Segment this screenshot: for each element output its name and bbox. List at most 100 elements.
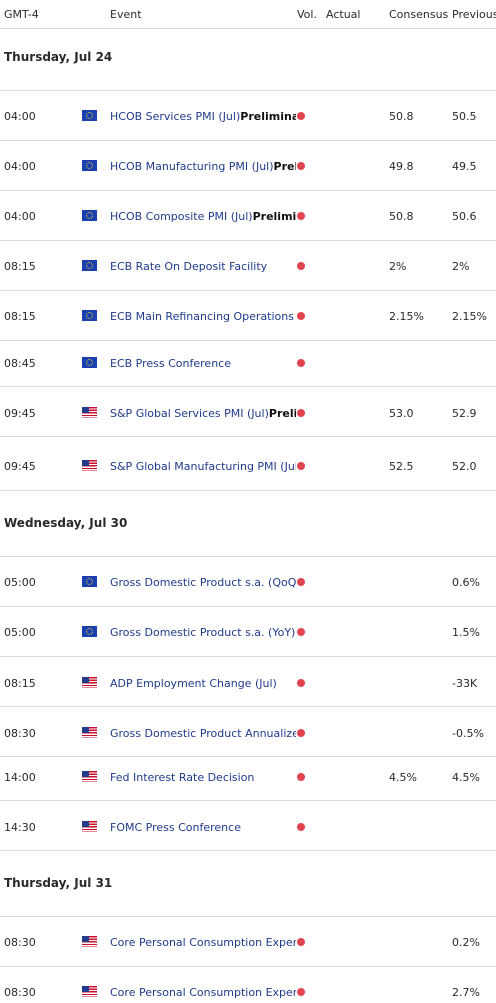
row-divider (0, 386, 496, 387)
event-time: 14:30 (4, 821, 36, 834)
consensus-column-header: Consensus (389, 8, 449, 21)
table-row[interactable]: 05:00 Gross Domestic Product s.a. (YoY) (… (0, 623, 496, 643)
row-divider (0, 556, 496, 557)
timezone-selector[interactable]: GMT-4 (4, 8, 39, 21)
event-name-text: ADP Employment Change (Jul) (110, 677, 277, 690)
table-row[interactable]: 04:00 HCOB Manufacturing PMI (Jul)Prelim 4… (0, 157, 496, 177)
row-divider (0, 706, 496, 707)
event-name-link[interactable]: HCOB Services PMI (Jul)Preliminar (110, 110, 296, 123)
consensus-value: 50.8 (389, 110, 414, 123)
row-divider (0, 606, 496, 607)
event-name-link[interactable]: ADP Employment Change (Jul) (110, 677, 296, 690)
previous-value: 49.5 (452, 160, 477, 173)
event-time: 05:00 (4, 576, 36, 589)
event-name-link[interactable]: HCOB Manufacturing PMI (Jul)Prelim (110, 160, 296, 173)
event-name-link[interactable]: Gross Domestic Product Annualized (110, 727, 296, 740)
consensus-value: 49.8 (389, 160, 414, 173)
day-label: Thursday, Jul 31 (4, 876, 113, 890)
event-name-link[interactable]: HCOB Composite PMI (Jul)Preliminar (110, 210, 296, 223)
eu-flag-icon (82, 160, 97, 171)
eu-flag-icon (82, 310, 97, 321)
event-time: 05:00 (4, 626, 36, 639)
table-row[interactable]: 08:30 Core Personal Consumption Expendi 0.… (0, 933, 496, 953)
previous-value: 1.5% (452, 626, 480, 639)
high-volatility-dot-icon (297, 679, 305, 687)
previous-value: 2.15% (452, 310, 487, 323)
previous-value: 0.2% (452, 936, 480, 949)
event-name-link[interactable]: Fed Interest Rate Decision (110, 771, 296, 784)
us-flag-icon (82, 771, 97, 782)
table-row[interactable]: 08:15 ECB Rate On Deposit Facility 2% 2% (0, 257, 496, 277)
consensus-value: 2% (389, 260, 407, 273)
event-time: 08:15 (4, 310, 36, 323)
event-name-text: S&P Global Services PMI (Jul) (110, 407, 269, 420)
consensus-value: 52.5 (389, 460, 414, 473)
us-flag-icon (82, 986, 97, 997)
event-time: 08:15 (4, 677, 36, 690)
event-name-text: ECB Main Refinancing Operations Ra (110, 310, 296, 323)
table-row[interactable]: 04:00 HCOB Composite PMI (Jul)Preliminar 5… (0, 207, 496, 227)
event-name-link[interactable]: Gross Domestic Product s.a. (YoY) (Q (110, 626, 296, 639)
event-name-link[interactable]: Core Personal Consumption Expendi (110, 936, 296, 949)
event-name-link[interactable]: ECB Press Conference (110, 357, 296, 370)
row-divider (0, 490, 496, 491)
us-flag-icon (82, 677, 97, 688)
previous-value: 4.5% (452, 771, 480, 784)
event-name-link[interactable]: S&P Global Manufacturing PMI (Jul)P (110, 460, 296, 473)
row-divider (0, 966, 496, 967)
event-name-text: HCOB Manufacturing PMI (Jul) (110, 160, 274, 173)
event-time: 08:30 (4, 986, 36, 999)
event-name-text: Core Personal Consumption Expendi (110, 936, 296, 949)
row-divider (0, 240, 496, 241)
high-volatility-dot-icon (297, 938, 305, 946)
table-row[interactable]: 14:30 FOMC Press Conference (0, 818, 496, 838)
table-row[interactable]: 14:00 Fed Interest Rate Decision 4.5% 4.5% (0, 768, 496, 788)
event-name-emphasis: Preliminar (252, 210, 296, 223)
previous-value: 2.7% (452, 986, 480, 999)
eu-flag-icon (82, 357, 97, 368)
event-name-link[interactable]: Gross Domestic Product s.a. (QoQ) ( (110, 576, 296, 589)
table-row[interactable]: 08:30 Core Personal Consumption Expendi 2.… (0, 983, 496, 1003)
high-volatility-dot-icon (297, 212, 305, 220)
event-name-link[interactable]: ECB Rate On Deposit Facility (110, 260, 296, 273)
table-row[interactable]: 08:30 Gross Domestic Product Annualized -0… (0, 724, 496, 744)
day-label: Thursday, Jul 24 (4, 50, 113, 64)
table-row[interactable]: 08:15 ECB Main Refinancing Operations Ra 2… (0, 307, 496, 327)
us-flag-icon (82, 460, 97, 471)
event-name-text: Gross Domestic Product s.a. (QoQ) ( (110, 576, 296, 589)
event-name-emphasis: Preliminar (240, 110, 296, 123)
us-flag-icon (82, 821, 97, 832)
table-row[interactable]: 08:45 ECB Press Conference (0, 354, 496, 374)
high-volatility-dot-icon (297, 773, 305, 781)
consensus-value: 50.8 (389, 210, 414, 223)
event-name-emphasis: Prelimi (268, 407, 296, 420)
event-name-link[interactable]: Core Personal Consumption Expendi (110, 986, 296, 999)
row-divider (0, 850, 496, 851)
high-volatility-dot-icon (297, 628, 305, 636)
event-time: 08:30 (4, 727, 36, 740)
volatility-column-header: Vol. (297, 8, 317, 21)
event-name-link[interactable]: S&P Global Services PMI (Jul)Prelimi (110, 407, 296, 420)
consensus-value: 2.15% (389, 310, 424, 323)
table-row[interactable]: 08:15 ADP Employment Change (Jul) -33K (0, 674, 496, 694)
table-row[interactable]: 09:45 S&P Global Services PMI (Jul)Prelim… (0, 404, 496, 424)
event-name-link[interactable]: FOMC Press Conference (110, 821, 296, 834)
table-row[interactable]: 05:00 Gross Domestic Product s.a. (QoQ) (… (0, 573, 496, 593)
high-volatility-dot-icon (297, 578, 305, 586)
high-volatility-dot-icon (297, 462, 305, 470)
event-time: 09:45 (4, 460, 36, 473)
high-volatility-dot-icon (297, 262, 305, 270)
table-row[interactable]: 09:45 S&P Global Manufacturing PMI (Jul)P… (0, 457, 496, 477)
event-name-link[interactable]: ECB Main Refinancing Operations Ra (110, 310, 296, 323)
high-volatility-dot-icon (297, 112, 305, 120)
us-flag-icon (82, 727, 97, 738)
table-row[interactable]: 04:00 HCOB Services PMI (Jul)Preliminar 50… (0, 107, 496, 127)
eu-flag-icon (82, 210, 97, 221)
previous-column-header: Previous (452, 8, 496, 21)
high-volatility-dot-icon (297, 359, 305, 367)
eu-flag-icon (82, 626, 97, 637)
event-name-text: Core Personal Consumption Expendi (110, 986, 296, 999)
event-time: 04:00 (4, 210, 36, 223)
event-time: 08:30 (4, 936, 36, 949)
event-time: 04:00 (4, 160, 36, 173)
